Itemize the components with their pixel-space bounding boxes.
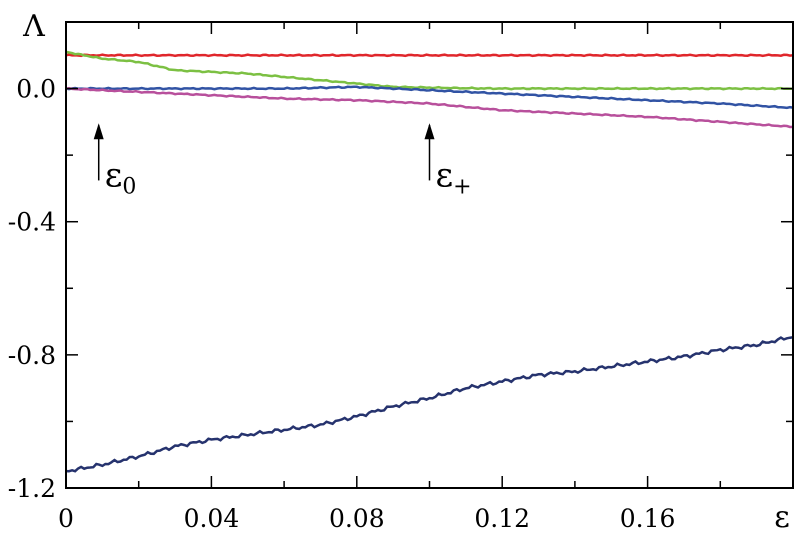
annotation-symbol: ε — [105, 155, 123, 195]
x-tick-label: 0.12 — [474, 504, 530, 533]
annotation-arrow-head — [424, 123, 435, 140]
x-tick-label: 0.08 — [329, 504, 385, 533]
x-tick-label: 0.16 — [620, 504, 676, 533]
annotation-subscript: + — [453, 174, 471, 199]
series-line-4 — [65, 86, 794, 129]
y-tick-label: -1.2 — [8, 474, 56, 503]
y-tick-label: -0.8 — [8, 341, 56, 370]
plot-frame — [65, 21, 794, 489]
annotation-arrow-head — [93, 123, 104, 140]
labels-group: 0 0.04 0.08 0.12 0.16 0.0 -0.4 -0.8 -1.2 Λε — [8, 9, 790, 535]
ticks-group — [65, 21, 794, 489]
annotation-label: ε+ — [436, 155, 472, 199]
series-line-1 — [65, 53, 794, 58]
annotations-group: ε0 ε+ — [93, 123, 472, 199]
y-axis-label: Λ — [22, 9, 45, 44]
x-axis-label: ε — [774, 500, 790, 535]
annotation-label: ε0 — [105, 155, 137, 199]
series-line-2 — [65, 50, 793, 91]
series-group — [65, 50, 794, 473]
x-tick-label: 0 — [58, 504, 74, 533]
series-line-3 — [65, 85, 794, 110]
annotation-subscript: 0 — [122, 174, 136, 199]
y-tick-label: -0.4 — [8, 208, 56, 237]
y-tick-label: 0.0 — [16, 75, 56, 104]
series-line-5 — [65, 336, 794, 473]
x-tick-label: 0.04 — [184, 504, 240, 533]
annotation-symbol: ε — [436, 155, 454, 195]
